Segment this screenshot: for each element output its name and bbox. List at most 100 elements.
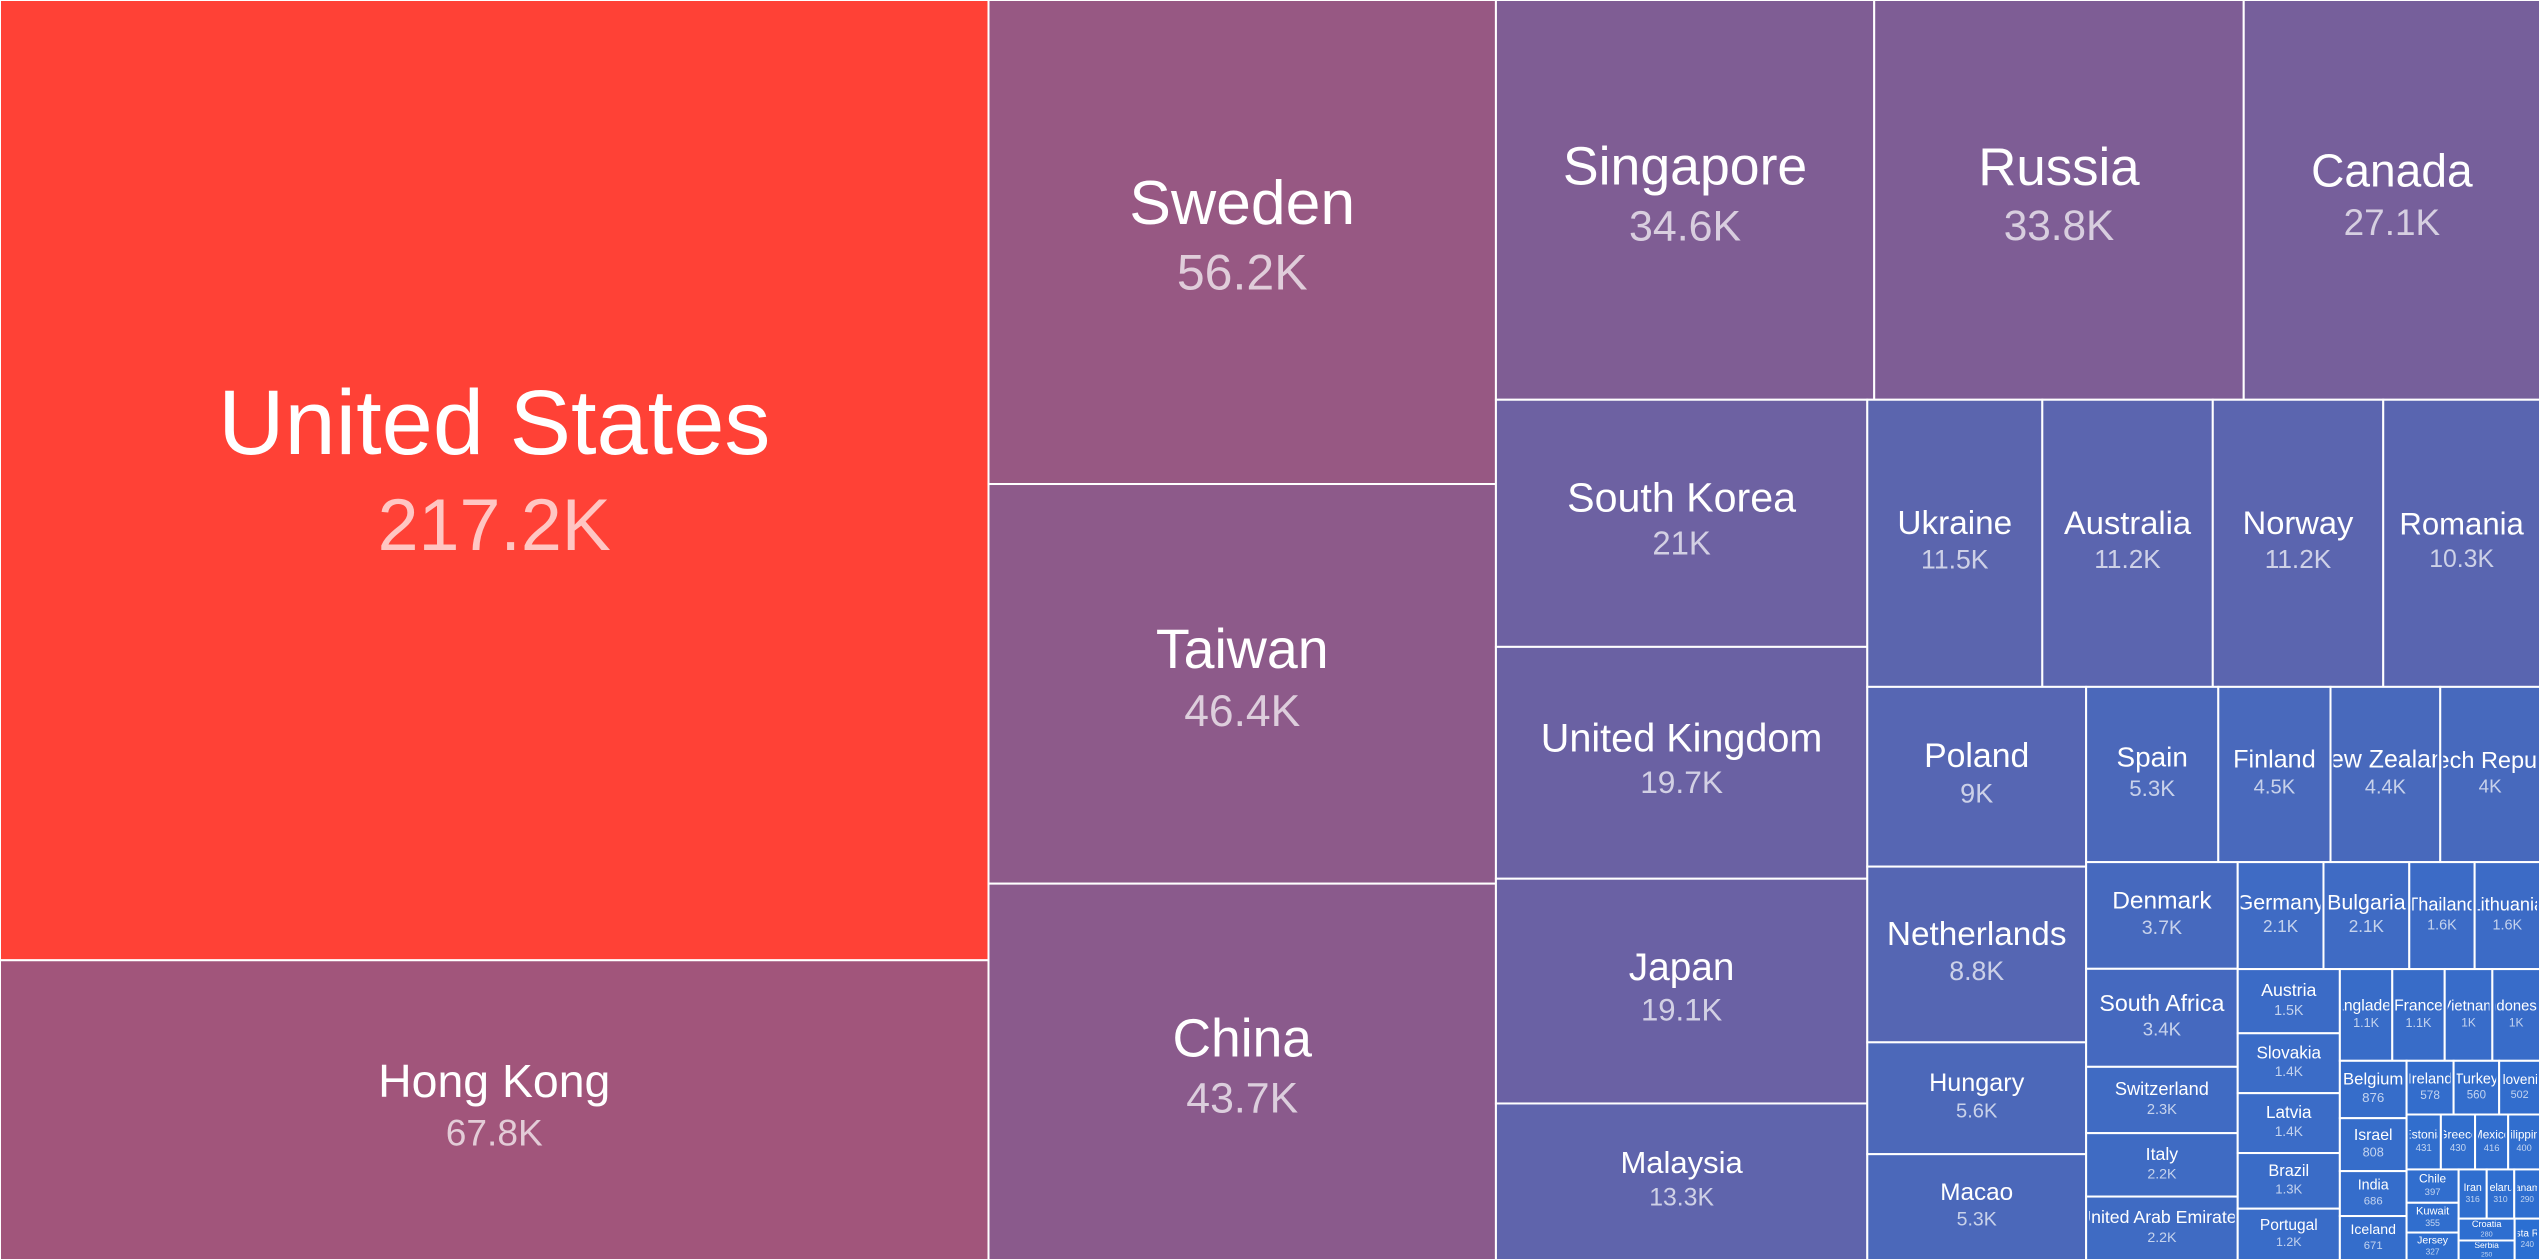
tile-rect [2452,1059,2501,1116]
tile-name: Finland [2233,745,2316,773]
tile-rect [2085,685,2220,864]
tile-rect [1494,398,1869,648]
tile-labels: United Arab Emirates 2.2K [2089,1207,2235,1246]
tile-value: 397 [2425,1187,2441,1198]
tile-value: 1K [2509,1015,2524,1029]
tile-value: 240 [2521,1240,2535,1249]
tile: Bangladesh 1.1K [2325,968,2408,1062]
tile-name: Israel [2354,1127,2393,1144]
tile-labels: Serbia 250 [2474,1242,2499,1258]
tile-rect [2085,861,2239,970]
tile-name: Ireland [2408,1071,2453,1087]
tile-name: Australia [2064,504,2192,541]
tile-labels: Sweden 56.2K [1129,168,1355,300]
tile-name: Austria [2261,980,2316,1000]
tile-labels: Slovakia 1.4K [2256,1043,2321,1079]
tile-name: Costa Rica [2503,1228,2540,1239]
tile-value: 10.3K [2429,546,2494,573]
tile-name: Croatia [2472,1219,2503,1229]
tile-labels: Romania 10.3K [2399,506,2524,572]
tile-labels: Italy 2.2K [2146,1144,2179,1183]
tile-value: 13.3K [1649,1184,1714,1211]
tile-name: Canada [2311,145,2473,197]
tile-value: 5.3K [2129,776,2175,801]
tile-name: South Africa [2099,990,2224,1016]
tile-value: 2.2K [2147,1166,2177,1182]
tile: Costa Rica240 [2503,1217,2540,1260]
tile-value: 310 [2493,1194,2507,1204]
tile: Italy 2.2K [2085,1132,2239,1198]
tile-value: 1K [2461,1015,2476,1029]
tile: Singapore 34.6K [1494,0,1876,401]
tile-name: Bulgaria [2327,891,2406,915]
tile-rect [2513,1168,2540,1220]
tile-value: 3.7K [2142,917,2182,939]
tile-name: Ukraine [1897,505,2012,542]
tile-labels: Philippines400 [2511,1129,2537,1153]
tile: Austria 1.5K [2236,968,2341,1035]
tile-name: Mexico [2473,1128,2511,1142]
tile-value: 1.6K [2493,917,2523,933]
tile-value: 1.4K [2275,1064,2303,1079]
tile-name: Norway [2243,504,2354,541]
tile-rect [2443,968,2494,1062]
tile-rect [1866,1041,2088,1156]
tile-name: Slovenia [2494,1072,2540,1087]
tile-rect [2236,1092,2341,1155]
tile-labels: Latvia 1.4K [2266,1103,2312,1139]
tile-labels: Japan 19.1K [1629,946,1735,1028]
tile-name: Lithuania [2471,894,2540,914]
tile: United States 217.2K [0,0,990,962]
tile-name: Netherlands [1887,916,2067,953]
tile: Malaysia 13.3K [1494,1102,1869,1260]
tile-rect [1873,0,2245,401]
tile-value: 1.5K [2274,1003,2304,1019]
tile-value: 8.8K [1949,956,2004,986]
tile-rect [2242,0,2540,401]
tile-value: 1.2K [2276,1235,2302,1249]
tile-name: Indonesia [2484,999,2540,1015]
tile-rect [2236,861,2325,971]
tile-value: 19.1K [1641,993,1723,1028]
tile-rect [1866,1153,2088,1260]
tile-value: 290 [2520,1195,2534,1204]
tile-rect [1866,398,2044,688]
tile-name: Bangladesh [2325,997,2408,1014]
tile-labels: Iceland 671 [2350,1221,2395,1252]
tile: Japan 19.1K [1494,877,1869,1105]
tile-name: Russia [1978,138,2140,197]
tile-value: 5.3K [1957,1209,1997,1231]
tile-labels: Taiwan 46.4K [1156,618,1329,736]
tile-name: Panama [2508,1183,2540,1194]
tile-labels: Panama290 [2508,1183,2540,1204]
tile: Romania 10.3K [2382,398,2540,688]
tile-name: Taiwan [1156,618,1329,680]
tile-rect [2473,861,2540,971]
tile-rect [2474,1113,2510,1171]
tile-labels: Spain 5.3K [2117,742,2188,801]
tile-value: 416 [2484,1143,2500,1154]
tile-name: United States [218,372,770,474]
tile-name: Thailand [2407,894,2476,914]
tile-name: United Kingdom [1541,716,1823,760]
tile-labels: Canada 27.1K [2311,145,2473,243]
tile-name: Singapore [1563,137,1807,197]
tile-name: Czech Republic [2408,747,2540,773]
tile-rect [1866,865,2088,1044]
tile-rect [1494,1102,1869,1260]
tile-name: Kuwait [2416,1205,2449,1217]
tile-value: 4.5K [2254,777,2296,799]
